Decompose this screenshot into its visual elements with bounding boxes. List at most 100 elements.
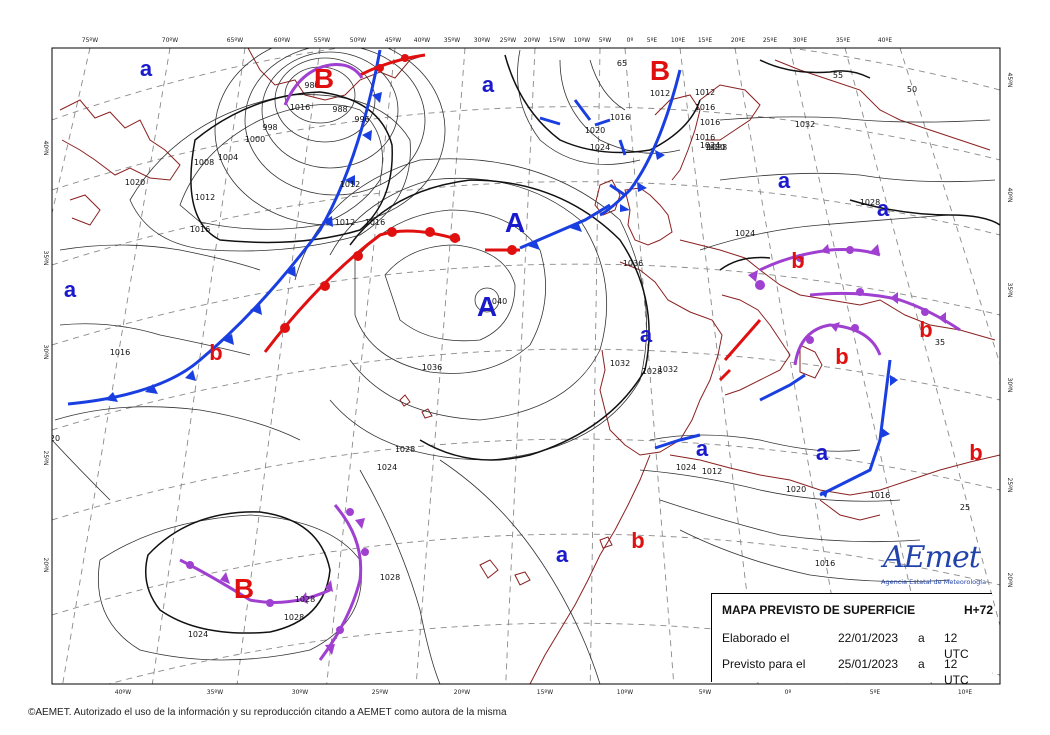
- isobar-label: 1016: [695, 133, 715, 142]
- left-lat-tick: 25ºN: [42, 451, 49, 466]
- high-pressure-label: a: [816, 440, 829, 465]
- top-lon-tick: 25ºW: [500, 37, 516, 44]
- info-valid-a: a: [918, 657, 925, 671]
- occluded-front-symbols: [186, 244, 946, 655]
- top-lon-tick: 5ºE: [647, 37, 658, 44]
- copyright-notice: ©AEMET. Autorizado el uso de la informac…: [28, 707, 507, 718]
- info-issued-time: 12 UTC: [944, 631, 969, 661]
- aemet-logo-word: AEmet: [883, 540, 981, 575]
- forecast-info-box: MAPA PREVISTO DE SUPERFICIE H+72 Elabora…: [711, 593, 993, 687]
- isobar-label: 1012: [695, 88, 715, 97]
- isobar-label: 1024: [676, 463, 696, 472]
- high-pressure-label: a: [556, 542, 569, 567]
- info-valid-date: 25/01/2023: [838, 657, 899, 671]
- map-frame: [51, 47, 1001, 685]
- isobar-label: 50: [907, 85, 917, 94]
- top-lon-tick: 20ºE: [731, 37, 745, 44]
- top-lon-tick: 40ºW: [414, 37, 430, 44]
- cold-fronts: [67, 49, 892, 497]
- bold-isobars: [145, 54, 1000, 634]
- bottom-lon-tick: 10ºE: [958, 689, 972, 696]
- isobar-label: 1012: [702, 467, 722, 476]
- isobar-label: 1028: [380, 573, 400, 582]
- isobar-label: 1040: [487, 297, 507, 306]
- top-lon-tick: 25ºE: [763, 37, 777, 44]
- isobar-label: 1016: [815, 559, 835, 568]
- left-lat-tick: 20ºN: [42, 558, 49, 573]
- isobar-label: 1016: [695, 103, 715, 112]
- isobar-label: 1024: [700, 141, 720, 150]
- isobar-label: 1016: [870, 491, 890, 500]
- isobar-label: 1024: [735, 229, 755, 238]
- warm-front-semicircles: [280, 54, 517, 333]
- isobar-label: 1028: [295, 595, 315, 604]
- isobar-label: 996: [354, 115, 369, 124]
- isobar-label: 988: [332, 105, 347, 114]
- low-pressure-label: b: [919, 317, 932, 342]
- isobar-label: 1016: [110, 348, 130, 357]
- isobar-label: 1020: [585, 126, 605, 135]
- isobar-label: 1016: [290, 103, 310, 112]
- top-lon-tick: 35ºE: [836, 37, 850, 44]
- info-issued-a: a: [918, 631, 925, 645]
- bottom-lon-tick: 40ºW: [115, 689, 131, 696]
- low-pressure-label: B: [314, 63, 334, 94]
- high-pressure-label: a: [877, 196, 890, 221]
- bottom-lon-tick: 5ºE: [870, 689, 881, 696]
- bottom-lon-tick: 35ºW: [207, 689, 223, 696]
- isobar-label: 1024: [377, 463, 397, 472]
- high-pressure-label: A: [505, 207, 525, 238]
- top-lon-tick: 45ºW: [385, 37, 401, 44]
- isobar-label: 1012: [340, 180, 360, 189]
- isobar-label: 1016: [190, 225, 210, 234]
- bottom-longitude-ticks: 40ºW 35ºW 30ºW 25ºW 20ºW 15ºW 10ºW 5ºW 0º 5ºE 10ºE: [115, 689, 973, 696]
- bottom-lon-tick: 15ºW: [537, 689, 553, 696]
- low-pressure-label: b: [209, 340, 222, 365]
- low-pressure-label: b: [835, 344, 848, 369]
- bottom-lon-tick: 0º: [785, 689, 792, 696]
- high-pressure-label: a: [140, 56, 153, 81]
- isobar-label: 980: [304, 81, 319, 90]
- info-title: MAPA PREVISTO DE SUPERFICIE: [722, 603, 916, 617]
- isobar-label: 1028: [642, 367, 662, 376]
- top-lon-tick: 65ºW: [227, 37, 243, 44]
- isobar-label: 1028: [860, 198, 880, 207]
- isobar-label: 1028: [395, 445, 415, 454]
- top-lon-tick: 35ºW: [444, 37, 460, 44]
- right-lat-tick: 30ºN: [1006, 378, 1013, 393]
- right-lat-tick: 20ºN: [1006, 573, 1013, 588]
- right-lat-tick: 40ºN: [1006, 188, 1013, 203]
- isobar-label: 55: [833, 71, 843, 80]
- isobar-label: 25: [960, 503, 970, 512]
- bottom-lon-tick: 5ºW: [699, 689, 712, 696]
- isobar-label: 1020: [125, 178, 145, 187]
- low-pressure-label: b: [791, 248, 804, 273]
- high-pressure-label: a: [778, 168, 791, 193]
- low-pressure-label: b: [969, 440, 982, 465]
- high-pressure-label: a: [64, 277, 77, 302]
- top-lon-tick: 70ºW: [162, 37, 178, 44]
- high-pressure-label: A: [477, 291, 497, 322]
- top-lon-tick: 60ºW: [274, 37, 290, 44]
- top-lon-tick: 5ºW: [599, 37, 612, 44]
- isobars: [52, 48, 996, 684]
- bottom-lon-tick: 10ºW: [617, 689, 633, 696]
- isobar-label: 1016: [365, 218, 385, 227]
- top-lon-tick: 15ºE: [698, 37, 712, 44]
- isobar-labels: 980 988 996 998 1000 1004 1008 1012 1012 1012 1016…: [52, 59, 1010, 639]
- isobar-label: 1020: [786, 485, 806, 494]
- right-lat-tick: 35ºN: [1006, 283, 1013, 298]
- info-valid-time: 12 UTC: [944, 657, 969, 687]
- top-longitude-ticks: 75ºW 70ºW 65ºW 60ºW 55ºW 50ºW 45ºW 40ºW 35ºW 30ºW…: [82, 37, 893, 44]
- bottom-lon-tick: 30ºW: [292, 689, 308, 696]
- isobar-label: 30: [1000, 398, 1010, 407]
- right-lat-tick: 25ºN: [1006, 478, 1013, 493]
- low-pressure-label: B: [650, 55, 670, 86]
- bottom-lon-tick: 20ºW: [454, 689, 470, 696]
- top-lon-tick: 55ºW: [314, 37, 330, 44]
- top-lon-tick: 40ºE: [878, 37, 892, 44]
- top-lon-tick: 20ºW: [524, 37, 540, 44]
- info-valid-label: Previsto para el: [722, 657, 806, 671]
- cold-front-triangles: [105, 92, 898, 498]
